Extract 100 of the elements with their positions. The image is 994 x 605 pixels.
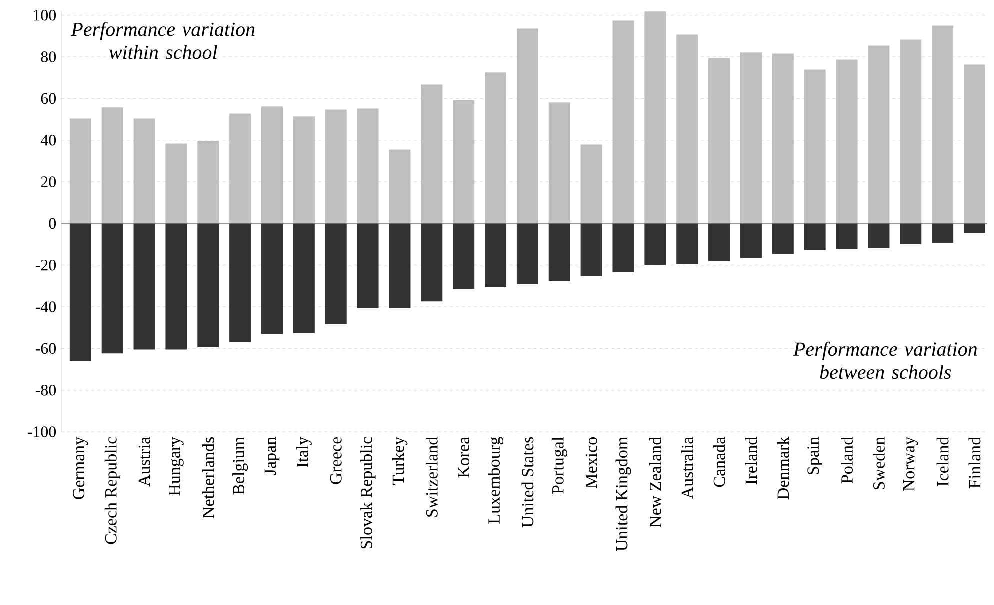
bar	[868, 224, 890, 248]
bar	[134, 224, 156, 350]
bar	[740, 52, 762, 224]
y-tick-label: -40	[36, 302, 56, 312]
x-tick-label: Turkey	[392, 436, 408, 486]
y-tick-label: -60	[36, 343, 56, 354]
x-tick-label: United Kingdom	[616, 437, 632, 552]
bar	[70, 224, 92, 362]
bar	[485, 224, 507, 288]
bar	[516, 224, 538, 284]
bar	[548, 102, 570, 224]
y-tick-label: 40	[40, 134, 56, 146]
bar	[357, 108, 379, 224]
bar	[421, 84, 443, 224]
bar	[804, 224, 826, 250]
bar	[964, 64, 986, 224]
x-tick-label: Greece	[330, 437, 342, 484]
y-tick-label: 0	[49, 218, 56, 230]
bar	[932, 26, 954, 224]
x-tick-label: United States	[522, 437, 534, 528]
bar	[293, 116, 315, 224]
bar	[708, 58, 730, 224]
bar	[836, 224, 858, 250]
bar	[644, 12, 666, 224]
bar	[804, 70, 826, 224]
bar	[548, 224, 570, 282]
y-tick-label: -100	[28, 426, 56, 438]
bar	[772, 224, 794, 254]
bar	[932, 224, 954, 244]
x-tick-label: Netherlands	[202, 437, 214, 519]
bar	[612, 20, 634, 224]
bar	[70, 118, 92, 224]
bar	[357, 224, 379, 308]
bar	[772, 54, 794, 224]
bar	[325, 224, 347, 324]
bar	[900, 40, 922, 224]
x-tick-label: Hungary	[169, 436, 184, 496]
bar	[836, 60, 858, 224]
y-tick-label: -20	[36, 260, 56, 271]
x-tick-label: Italy	[296, 436, 312, 468]
bar	[612, 224, 634, 272]
bar	[421, 224, 443, 302]
x-tick-label: Japan	[264, 437, 280, 476]
x-tick-label: Spain	[808, 437, 823, 474]
x-tick-label: Ireland	[745, 437, 758, 484]
bar	[676, 34, 698, 224]
bar	[485, 72, 507, 224]
x-tick-label: Czech Republic	[104, 437, 120, 544]
bar	[964, 224, 986, 234]
bar	[900, 224, 922, 244]
y-tick-label: 60	[41, 93, 56, 104]
bar	[516, 28, 538, 224]
x-tick-label: Luxembourg	[488, 437, 504, 524]
bar	[230, 224, 252, 342]
x-tick-label: Australia	[681, 437, 694, 500]
x-tick-label: Portugal	[552, 437, 568, 494]
y-tick-label: 80	[41, 52, 56, 62]
x-tick-label: Belgium	[232, 437, 248, 495]
bar	[389, 150, 411, 224]
bar	[453, 224, 475, 290]
x-tick-label: Slovak Republic	[360, 437, 376, 549]
bar	[676, 224, 698, 264]
bar	[644, 224, 666, 266]
x-tick-label: Korea	[458, 437, 470, 478]
x-tick-label: Switzerland	[426, 437, 438, 517]
x-tick-label: Sweden	[872, 437, 885, 490]
bar	[580, 144, 602, 224]
bar	[868, 46, 890, 224]
x-tick-label: Mexico	[586, 438, 598, 488]
bar	[102, 108, 124, 224]
bar	[102, 224, 124, 354]
y-tick-label: -80	[36, 384, 56, 396]
y-tick-label: 100	[34, 10, 56, 21]
bar	[198, 140, 220, 224]
bar	[166, 144, 188, 224]
x-tick-label: New Zealand	[649, 437, 662, 528]
bar	[166, 224, 188, 350]
bar	[389, 224, 411, 308]
bar	[293, 224, 315, 334]
bar	[198, 224, 220, 348]
annotation: Performance variation within school	[71, 22, 255, 60]
bar	[230, 114, 252, 224]
bar	[740, 224, 762, 258]
x-tick-label: Poland	[841, 437, 853, 484]
y-tick-label: 20	[41, 176, 56, 188]
bar	[708, 224, 730, 262]
x-tick-label: Canada	[713, 437, 726, 488]
x-tick-label: Finland	[968, 437, 981, 488]
bar	[261, 224, 283, 334]
annotation: Performance variation between schools	[793, 342, 978, 380]
bar	[325, 110, 347, 224]
bar	[134, 118, 156, 224]
bar	[580, 224, 602, 276]
x-tick-label: Denmark	[777, 436, 790, 500]
x-tick-label: Iceland	[936, 437, 949, 486]
bar	[261, 106, 283, 224]
x-tick-label: Germany	[73, 436, 88, 500]
x-tick-label: Norway	[903, 436, 918, 492]
x-tick-label: Austria	[138, 437, 150, 487]
bar	[453, 100, 475, 224]
